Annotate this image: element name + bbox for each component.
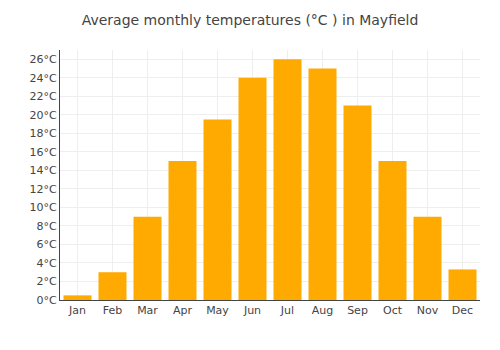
- svg-text:Oct: Oct: [383, 304, 403, 317]
- svg-text:2°C: 2°C: [37, 275, 57, 288]
- svg-text:6°C: 6°C: [37, 238, 57, 251]
- svg-text:Average monthly temperatures (: Average monthly temperatures (°C ) in Ma…: [82, 12, 419, 28]
- svg-text:Apr: Apr: [173, 304, 193, 317]
- svg-text:Feb: Feb: [103, 304, 122, 317]
- svg-text:Sep: Sep: [347, 304, 368, 317]
- svg-text:26°C: 26°C: [30, 53, 57, 66]
- svg-text:Nov: Nov: [417, 304, 439, 317]
- svg-text:20°C: 20°C: [30, 109, 57, 122]
- svg-text:May: May: [206, 304, 229, 317]
- svg-text:14°C: 14°C: [30, 164, 57, 177]
- svg-text:10°C: 10°C: [30, 201, 57, 214]
- svg-text:18°C: 18°C: [30, 127, 57, 140]
- svg-text:4°C: 4°C: [37, 257, 57, 270]
- svg-text:Aug: Aug: [312, 304, 333, 317]
- svg-text:Jul: Jul: [280, 304, 294, 317]
- svg-text:Jan: Jan: [68, 304, 86, 317]
- svg-text:22°C: 22°C: [30, 90, 57, 103]
- svg-text:Jun: Jun: [243, 304, 261, 317]
- svg-text:Dec: Dec: [452, 304, 473, 317]
- svg-text:24°C: 24°C: [30, 72, 57, 85]
- svg-text:16°C: 16°C: [30, 146, 57, 159]
- svg-text:Mar: Mar: [137, 304, 158, 317]
- svg-text:8°C: 8°C: [37, 220, 57, 233]
- svg-text:12°C: 12°C: [30, 183, 57, 196]
- svg-text:0°C: 0°C: [37, 294, 57, 307]
